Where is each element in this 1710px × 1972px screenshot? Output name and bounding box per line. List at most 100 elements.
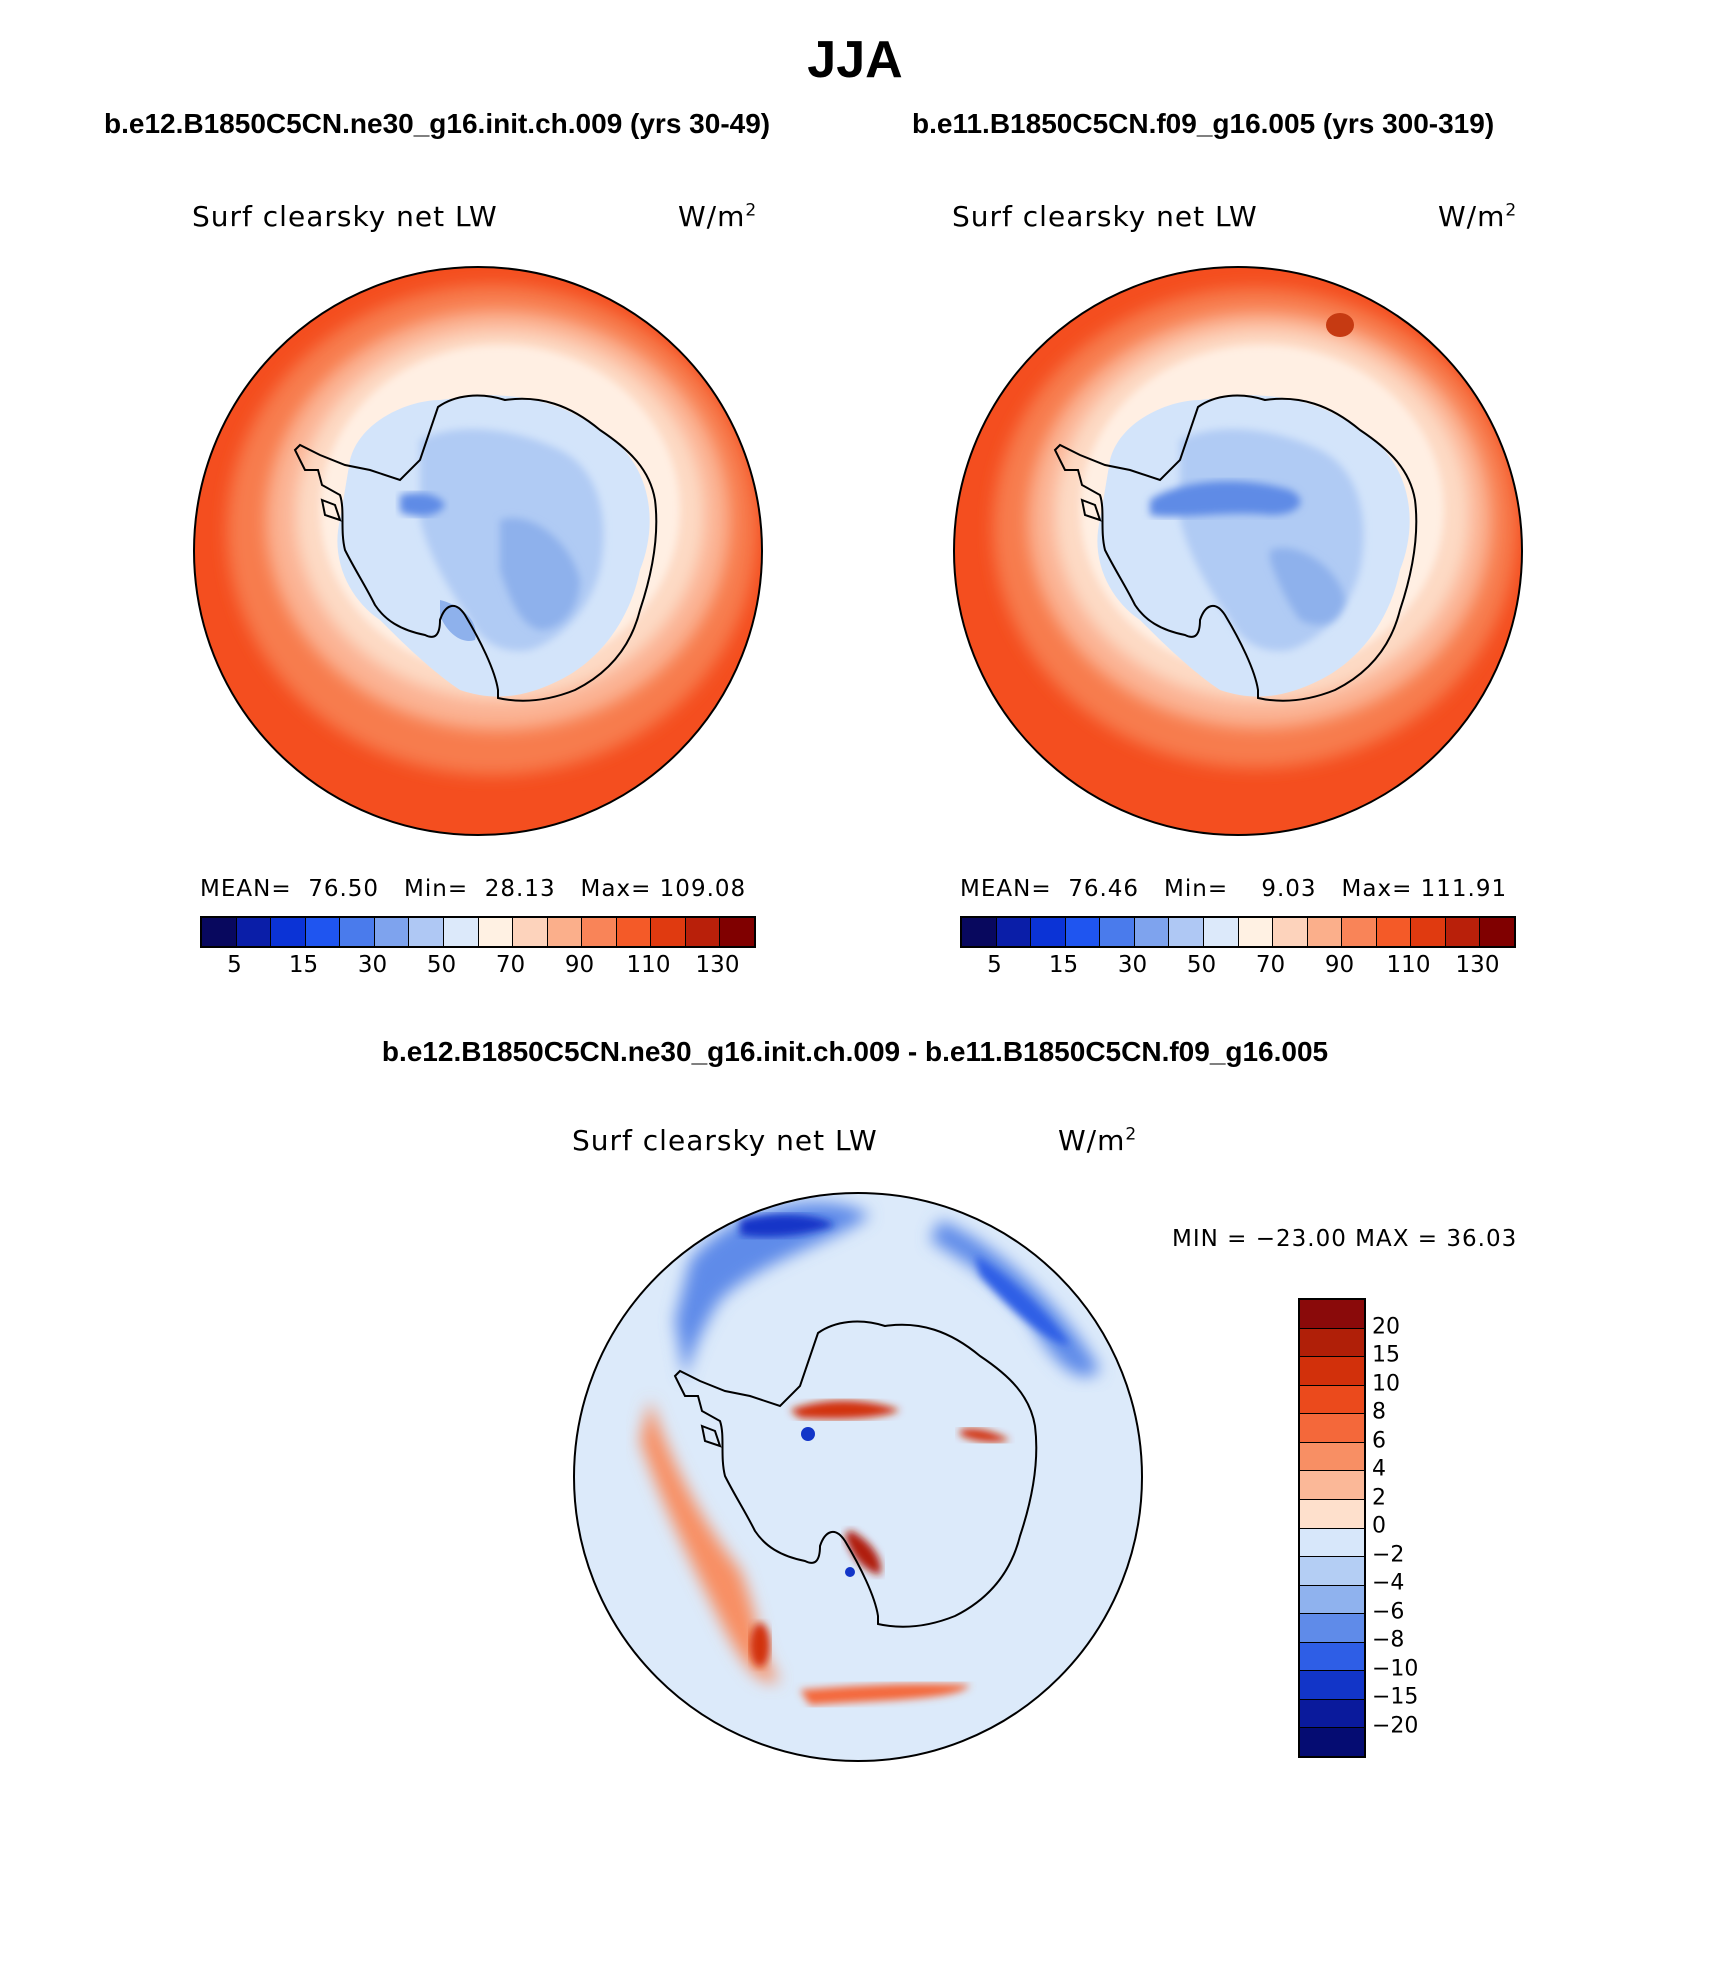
colorbar-tick-label: 15 bbox=[1372, 1342, 1400, 1368]
colorbar-tick-label: −15 bbox=[1372, 1684, 1419, 1710]
colorbar-swatch bbox=[1300, 1528, 1364, 1558]
colorbar-swatch bbox=[1169, 918, 1204, 946]
colorbar-tick-label: 70 bbox=[1255, 952, 1286, 978]
colorbar-swatch bbox=[651, 918, 686, 946]
panel1-stats: MEAN= 76.50 Min= 28.13 Max= 109.08 bbox=[200, 876, 747, 902]
colorbar-swatch bbox=[1238, 918, 1274, 946]
colorbar-tick-label: 8 bbox=[1372, 1399, 1386, 1425]
colorbar-swatch bbox=[1031, 918, 1066, 946]
diff-variable: Surf clearsky net LW bbox=[572, 1124, 878, 1157]
map2-field bbox=[954, 267, 1522, 835]
colorbar-tick-label: 50 bbox=[1186, 952, 1217, 978]
colorbar-swatch bbox=[547, 918, 583, 946]
colorbar-panel-2 bbox=[960, 916, 1516, 948]
panel1-units: W/m2 bbox=[678, 200, 758, 233]
colorbar-swatch bbox=[1480, 918, 1514, 946]
diff-units: W/m2 bbox=[1058, 1124, 1138, 1157]
colorbar-swatch bbox=[1300, 1328, 1364, 1358]
colorbar-swatch bbox=[1300, 1471, 1364, 1500]
colorbar-swatch bbox=[305, 918, 341, 946]
colorbar-tick-label: 30 bbox=[1117, 952, 1148, 978]
colorbar-swatch bbox=[1273, 918, 1308, 946]
colorbar-panel-1-ticks: 5 15 30 50 70 90 110 130 bbox=[200, 952, 752, 982]
colorbar-tick-label: 2 bbox=[1372, 1485, 1386, 1510]
colorbar-tick-label: −10 bbox=[1372, 1656, 1419, 1681]
panel2-stats: MEAN= 76.46 Min= 9.03 Max= 111.91 bbox=[960, 876, 1508, 902]
colorbar-panel-1 bbox=[200, 916, 756, 948]
panel1-variable: Surf clearsky net LW bbox=[192, 200, 498, 233]
colorbar-tick-label: −20 bbox=[1372, 1713, 1419, 1738]
colorbar-swatch bbox=[1300, 1499, 1364, 1529]
colorbar-swatch bbox=[340, 918, 375, 946]
colorbar-tick-label: 90 bbox=[564, 952, 595, 978]
map3-field bbox=[574, 1193, 1142, 1761]
colorbar-swatch bbox=[996, 918, 1032, 946]
colorbar-tick-label: 15 bbox=[1048, 952, 1079, 978]
panel2-variable: Surf clearsky net LW bbox=[952, 200, 1258, 233]
colorbar-tick-label: 4 bbox=[1372, 1456, 1386, 1482]
colorbar-swatch bbox=[1300, 1300, 1364, 1329]
colorbar-tick-label: −8 bbox=[1372, 1627, 1405, 1653]
colorbar-swatch bbox=[582, 918, 617, 946]
map1-field bbox=[194, 267, 762, 835]
colorbar-swatch bbox=[1411, 918, 1446, 946]
colorbar-swatch bbox=[1300, 1728, 1364, 1756]
colorbar-swatch bbox=[1300, 1385, 1364, 1415]
colorbar-tick-label: −4 bbox=[1372, 1570, 1405, 1596]
colorbar-swatch bbox=[1300, 1557, 1364, 1586]
main-title: JJA bbox=[807, 31, 903, 89]
colorbar-swatch bbox=[1300, 1414, 1364, 1443]
colorbar-tick-label: 110 bbox=[626, 952, 671, 978]
colorbar-panel-2-ticks: 5 15 30 50 70 90 110 130 bbox=[960, 952, 1512, 982]
colorbar-tick-label: 30 bbox=[357, 952, 388, 978]
colorbar-tick-label: 15 bbox=[288, 952, 319, 978]
case1-title: b.e12.B1850C5CN.ne30_g16.init.ch.009 (yr… bbox=[104, 108, 771, 139]
colorbar-tick-label: 70 bbox=[495, 952, 526, 978]
colorbar-tick-label: 5 bbox=[987, 952, 1002, 978]
panel2-units: W/m2 bbox=[1438, 200, 1518, 233]
colorbar-swatch bbox=[478, 918, 514, 946]
colorbar-tick-label: 50 bbox=[426, 952, 457, 978]
colorbar-swatch bbox=[1300, 1357, 1364, 1386]
colorbar-swatch bbox=[1134, 918, 1170, 946]
colorbar-swatch bbox=[720, 918, 754, 946]
colorbar-swatch bbox=[1065, 918, 1101, 946]
colorbar-tick-label: 130 bbox=[695, 952, 740, 978]
colorbar-swatch bbox=[202, 918, 237, 946]
diff-minmax: MIN = −23.00 MAX = 36.03 bbox=[1172, 1226, 1518, 1252]
colorbar-swatch bbox=[1300, 1585, 1364, 1615]
colorbar-swatch bbox=[1376, 918, 1412, 946]
colorbar-swatch bbox=[1300, 1671, 1364, 1700]
colorbar-swatch bbox=[1342, 918, 1377, 946]
colorbar-swatch bbox=[1300, 1614, 1364, 1643]
colorbar-tick-label: −2 bbox=[1372, 1542, 1405, 1567]
colorbar-swatch bbox=[1307, 918, 1343, 946]
colorbar-diff-ticks: 20 15 10 8 6 4 2 0 −2 −4 −6 −8 −10 −15 −20 bbox=[1372, 1298, 1452, 1754]
colorbar-tick-label: 130 bbox=[1455, 952, 1500, 978]
colorbar-tick-label: −6 bbox=[1372, 1599, 1405, 1624]
colorbar-tick-label: 110 bbox=[1386, 952, 1431, 978]
colorbar-tick-label: 6 bbox=[1372, 1428, 1386, 1453]
colorbar-swatch bbox=[1445, 918, 1481, 946]
colorbar-swatch bbox=[1203, 918, 1239, 946]
colorbar-swatch bbox=[409, 918, 444, 946]
colorbar-swatch bbox=[962, 918, 997, 946]
colorbar-tick-label: 0 bbox=[1372, 1513, 1386, 1539]
colorbar-swatch bbox=[236, 918, 272, 946]
colorbar-swatch bbox=[374, 918, 410, 946]
colorbar-tick-label: 5 bbox=[227, 952, 242, 978]
colorbar-diff bbox=[1298, 1298, 1366, 1758]
colorbar-swatch bbox=[443, 918, 479, 946]
colorbar-swatch bbox=[616, 918, 652, 946]
colorbar-swatch bbox=[685, 918, 721, 946]
case2-title: b.e11.B1850C5CN.f09_g16.005 (yrs 300-319… bbox=[912, 108, 1495, 139]
colorbar-swatch bbox=[513, 918, 548, 946]
colorbar-swatch bbox=[1300, 1699, 1364, 1729]
colorbar-swatch bbox=[271, 918, 306, 946]
colorbar-tick-label: 10 bbox=[1372, 1371, 1400, 1396]
colorbar-swatch bbox=[1300, 1442, 1364, 1472]
colorbar-swatch bbox=[1300, 1642, 1364, 1672]
colorbar-swatch bbox=[1100, 918, 1135, 946]
colorbar-tick-label: 90 bbox=[1324, 952, 1355, 978]
